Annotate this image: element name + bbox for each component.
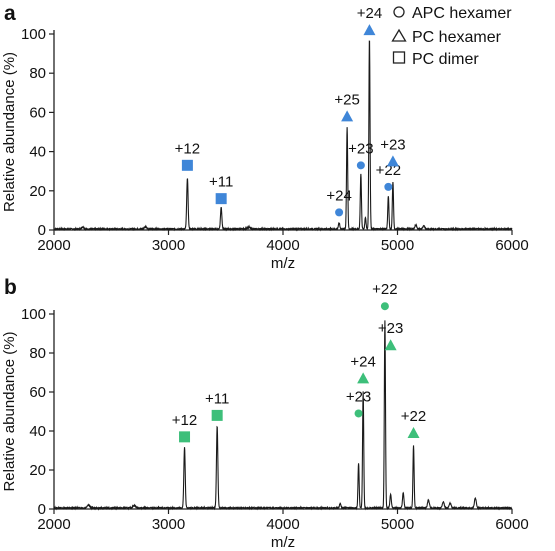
x-tick-label: 4000 xyxy=(266,516,299,533)
y-tick-label: 40 xyxy=(29,144,46,161)
x-tick-label: 2000 xyxy=(37,516,70,533)
x-tick-label: 5000 xyxy=(381,516,414,533)
pc-hexamer-marker xyxy=(407,426,420,438)
pc-hexamer-marker xyxy=(341,110,354,122)
y-tick-label: 100 xyxy=(21,306,46,323)
x-tick-label: 3000 xyxy=(152,516,185,533)
pc-dimer-marker xyxy=(211,409,223,421)
charge-state-label: +12 xyxy=(172,412,197,429)
y-tick-label: 40 xyxy=(29,423,46,440)
legend-square-icon xyxy=(392,51,406,64)
pc-dimer-marker xyxy=(181,159,193,171)
x-tick-label: 6000 xyxy=(495,237,528,254)
legend-item-pc-dimer: PC dimer xyxy=(392,51,479,68)
charge-state-label: +24 xyxy=(350,353,375,370)
legend-item-pc-hexamer: PC hexamer xyxy=(391,28,502,46)
pc-dimer-marker xyxy=(215,193,227,205)
spectrum-trace xyxy=(53,320,513,511)
charge-state-label: +22 xyxy=(401,408,426,425)
x-tick-label: 6000 xyxy=(495,516,528,533)
charge-state-label: +22 xyxy=(372,281,397,298)
charge-state-label: +25 xyxy=(334,91,359,108)
y-tick-label: 60 xyxy=(29,384,46,401)
y-tick-label: 80 xyxy=(29,345,46,362)
x-tick-label: 3000 xyxy=(152,237,185,254)
pc-dimer-marker xyxy=(179,431,191,443)
panel-a-letter: a xyxy=(4,2,16,25)
pc-hexamer-marker xyxy=(357,372,370,384)
charge-state-label: +24 xyxy=(357,5,382,22)
y-tick-label: 20 xyxy=(29,183,46,200)
x-axis-title: m/z xyxy=(271,255,295,272)
panel-b-letter: b xyxy=(4,276,17,299)
spectrum-trace xyxy=(53,40,513,232)
charge-state-label: +24 xyxy=(326,187,351,204)
legend-label-pc-hexamer: PC hexamer xyxy=(412,29,502,46)
y-tick-label: 0 xyxy=(38,222,46,239)
x-tick-label: 5000 xyxy=(381,237,414,254)
apc-hexamer-marker xyxy=(384,182,393,191)
y-tick-label: 100 xyxy=(21,26,46,43)
charge-state-label: +11 xyxy=(209,174,233,191)
y-tick-label: 80 xyxy=(29,65,46,82)
pc-hexamer-marker xyxy=(386,155,399,167)
apc-hexamer-marker xyxy=(335,208,344,217)
legend: APC hexamer PC hexamer PC dimer xyxy=(391,5,512,68)
charge-state-label: +23 xyxy=(348,140,373,157)
charge-state-label: +23 xyxy=(378,320,403,337)
legend-label-apc-hexamer: APC hexamer xyxy=(412,5,512,22)
apc-hexamer-marker xyxy=(354,409,363,418)
panel-b: b 2000 3000 4000 5000 6000 0 20 40 60 80 100 m/z Rel… xyxy=(1,276,529,551)
legend-triangle-icon xyxy=(391,28,407,42)
pc-hexamer-marker xyxy=(363,24,376,36)
x-tick-label: 2000 xyxy=(37,237,70,254)
y-tick-label: 0 xyxy=(38,501,46,518)
y-axis-title: Relative abundance (%) xyxy=(1,52,18,212)
x-tick-label: 4000 xyxy=(266,237,299,254)
charge-state-label: +23 xyxy=(346,388,371,405)
y-tick-label: 60 xyxy=(29,104,46,121)
x-axis-title: m/z xyxy=(271,534,295,551)
y-tick-label: 20 xyxy=(29,462,46,479)
panel-a: a 2000 3000 4000 5000 6000 0 20 40 60 80 100 m/z Rel… xyxy=(1,2,529,272)
pc-hexamer-marker xyxy=(384,339,397,351)
legend-label-pc-dimer: PC dimer xyxy=(412,51,479,68)
apc-hexamer-marker xyxy=(380,302,389,311)
legend-item-apc-hexamer: APC hexamer xyxy=(393,5,512,22)
apc-hexamer-marker xyxy=(356,161,365,170)
charge-state-label: +12 xyxy=(175,140,200,157)
charge-state-label: +23 xyxy=(380,136,405,153)
legend-circle-icon xyxy=(393,6,405,18)
charge-state-label: +11 xyxy=(205,390,229,407)
y-axis-title: Relative abundance (%) xyxy=(1,331,18,491)
